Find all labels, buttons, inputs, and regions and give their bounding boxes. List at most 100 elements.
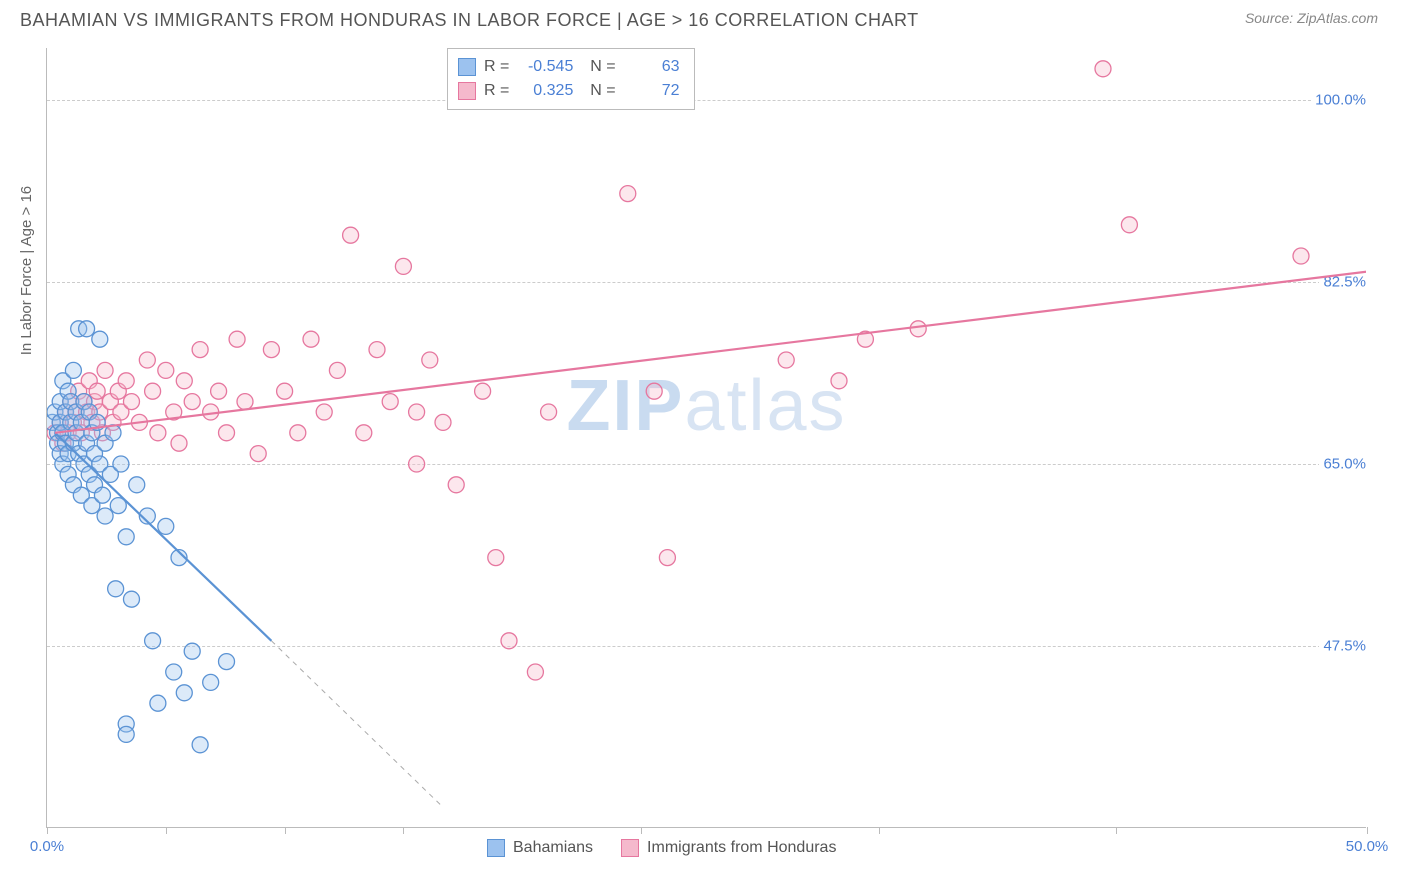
data-point [184, 394, 200, 410]
data-point [158, 362, 174, 378]
legend-item-b: Immigrants from Honduras [621, 839, 836, 857]
data-point [541, 404, 557, 420]
data-point [409, 456, 425, 472]
data-point [369, 342, 385, 358]
data-point [192, 342, 208, 358]
data-point [263, 342, 279, 358]
data-point [219, 425, 235, 441]
data-point [277, 383, 293, 399]
data-point [150, 425, 166, 441]
scatter-svg [47, 48, 1366, 827]
data-point [92, 331, 108, 347]
data-point [97, 508, 113, 524]
data-point [356, 425, 372, 441]
data-point [203, 674, 219, 690]
data-point [89, 383, 105, 399]
data-point [171, 435, 187, 451]
data-point [192, 737, 208, 753]
chart-title: BAHAMIAN VS IMMIGRANTS FROM HONDURAS IN … [20, 10, 919, 31]
data-point [176, 685, 192, 701]
data-point [150, 695, 166, 711]
data-point [646, 383, 662, 399]
data-point [910, 321, 926, 337]
data-point [139, 352, 155, 368]
data-point [118, 529, 134, 545]
xtick [1116, 827, 1117, 834]
data-point [475, 383, 491, 399]
data-point [290, 425, 306, 441]
data-point [158, 518, 174, 534]
data-point [118, 373, 134, 389]
stat-r-b: 0.325 [517, 79, 573, 103]
correlation-legend: R = -0.545 N = 63 R = 0.325 N = 72 [447, 48, 695, 110]
data-point [395, 258, 411, 274]
data-point [303, 331, 319, 347]
data-point [343, 227, 359, 243]
y-axis-label: In Labor Force | Age > 16 [18, 186, 35, 355]
data-point [422, 352, 438, 368]
data-point [145, 633, 161, 649]
swatch-a [458, 58, 476, 76]
data-point [250, 446, 266, 462]
data-point [778, 352, 794, 368]
trendline-b [55, 272, 1366, 433]
data-point [123, 394, 139, 410]
data-point [79, 321, 95, 337]
data-point [329, 362, 345, 378]
xtick [403, 827, 404, 834]
data-point [118, 726, 134, 742]
data-point [435, 414, 451, 430]
data-point [184, 643, 200, 659]
data-point [166, 664, 182, 680]
legend-label-b: Immigrants from Honduras [647, 839, 836, 857]
data-point [659, 550, 675, 566]
data-point [94, 487, 110, 503]
data-point [831, 373, 847, 389]
xtick [879, 827, 880, 834]
stat-n-a: 63 [624, 55, 680, 79]
data-point [176, 373, 192, 389]
xtick [285, 827, 286, 834]
legend-row-b: R = 0.325 N = 72 [458, 79, 680, 103]
xtick [641, 827, 642, 834]
data-point [1293, 248, 1309, 264]
data-point [211, 383, 227, 399]
xtick-label: 0.0% [30, 838, 64, 855]
stat-r-a: -0.545 [517, 55, 573, 79]
data-point [620, 186, 636, 202]
data-point [229, 331, 245, 347]
data-point [237, 394, 253, 410]
data-point [409, 404, 425, 420]
data-point [219, 654, 235, 670]
source-attribution: Source: ZipAtlas.com [1245, 10, 1378, 26]
swatch-a-icon [487, 839, 505, 857]
trendline-a-extension [271, 641, 443, 807]
data-point [108, 581, 124, 597]
stat-n-b: 72 [624, 79, 680, 103]
trendline-a [55, 433, 271, 641]
data-point [316, 404, 332, 420]
data-point [527, 664, 543, 680]
data-point [145, 383, 161, 399]
swatch-b-icon [621, 839, 639, 857]
data-point [97, 362, 113, 378]
legend-row-a: R = -0.545 N = 63 [458, 55, 680, 79]
data-point [65, 362, 81, 378]
data-point [129, 477, 145, 493]
xtick [47, 827, 48, 834]
swatch-b [458, 82, 476, 100]
data-point [488, 550, 504, 566]
legend-label-a: Bahamians [513, 839, 593, 857]
data-point [382, 394, 398, 410]
data-point [123, 591, 139, 607]
data-point [448, 477, 464, 493]
data-point [501, 633, 517, 649]
data-point [1121, 217, 1137, 233]
data-point [1095, 61, 1111, 77]
data-point [113, 456, 129, 472]
chart-plot-area: ZIPatlas R = -0.545 N = 63 R = 0.325 N =… [46, 48, 1366, 828]
xtick-label: 50.0% [1346, 838, 1389, 855]
xtick [1367, 827, 1368, 834]
series-legend: Bahamians Immigrants from Honduras [487, 839, 836, 857]
xtick [166, 827, 167, 834]
